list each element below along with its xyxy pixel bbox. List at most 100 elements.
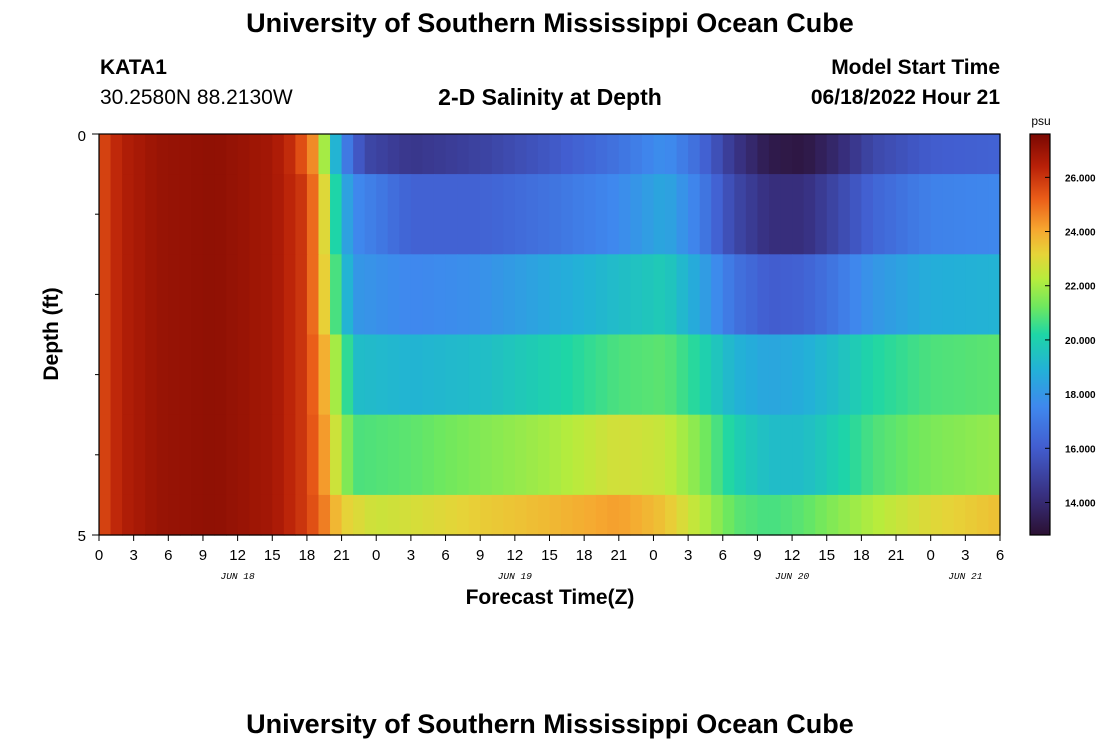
heatmap-cell xyxy=(988,414,1001,496)
heatmap-cell xyxy=(930,174,943,255)
heatmap-cells xyxy=(99,134,1001,536)
heatmap-cell xyxy=(260,134,273,175)
heatmap-cell xyxy=(688,334,701,416)
x-tick-label: 18 xyxy=(576,547,593,564)
x-tick-label: 12 xyxy=(507,547,524,564)
heatmap-cell xyxy=(826,174,839,255)
heatmap-cell xyxy=(503,494,516,536)
colorbar-tick-label: 22.000 xyxy=(1065,282,1096,293)
colorbar-tick-label: 20.000 xyxy=(1065,336,1096,347)
heatmap-cell xyxy=(734,174,747,255)
heatmap-cell xyxy=(364,494,377,536)
x-axis-title: Forecast Time(Z) xyxy=(466,586,635,609)
heatmap-cell xyxy=(884,174,897,255)
heatmap-cell xyxy=(503,334,516,416)
heatmap-cell xyxy=(861,254,874,336)
heatmap-cell xyxy=(110,414,123,496)
heatmap-cell xyxy=(295,334,308,416)
heatmap-cell xyxy=(399,334,412,416)
heatmap-cell xyxy=(872,134,886,175)
heatmap-cell xyxy=(122,174,135,255)
heatmap-cell xyxy=(872,254,886,336)
heatmap-cell xyxy=(607,494,620,536)
heatmap-cell xyxy=(641,254,655,336)
heatmap-cell xyxy=(387,494,400,536)
heatmap-cell xyxy=(330,494,343,536)
heatmap-cell xyxy=(561,174,574,255)
x-tick-label: 9 xyxy=(753,547,761,564)
heatmap-cell xyxy=(665,334,678,416)
heatmap-cell xyxy=(110,494,123,536)
heatmap-cell xyxy=(272,334,285,416)
heatmap-cell xyxy=(919,174,932,255)
heatmap-cell xyxy=(676,494,689,536)
heatmap-cell xyxy=(722,254,735,336)
heatmap-cell xyxy=(849,254,862,336)
heatmap-cell xyxy=(757,414,770,496)
heatmap-cell xyxy=(907,414,920,496)
heatmap-cell xyxy=(237,134,250,175)
heatmap-cell xyxy=(537,414,551,496)
heatmap-cell xyxy=(260,334,273,416)
heatmap-cell xyxy=(618,134,631,175)
heatmap-cell xyxy=(410,414,424,496)
heatmap-cell xyxy=(630,334,643,416)
heatmap-cell xyxy=(353,334,366,416)
heatmap-cell xyxy=(410,134,424,175)
heatmap-cell xyxy=(734,494,747,536)
heatmap-cell xyxy=(341,494,354,536)
y-tick-label: 5 xyxy=(78,528,86,545)
heatmap-cell xyxy=(330,414,343,496)
heatmap-cell xyxy=(919,134,932,175)
heatmap-cell xyxy=(896,414,909,496)
footer-title: University of Southern Mississippi Ocean… xyxy=(246,709,854,739)
heatmap-cell xyxy=(734,254,747,336)
heatmap-cell xyxy=(676,134,689,175)
heatmap-cell xyxy=(156,254,169,336)
heatmap-cell xyxy=(826,134,839,175)
heatmap-cell xyxy=(110,334,123,416)
heatmap-cell xyxy=(133,494,146,536)
heatmap-cell xyxy=(561,494,574,536)
heatmap-cell xyxy=(653,174,666,255)
x-tick-label: 6 xyxy=(996,547,1004,564)
heatmap-cell xyxy=(953,174,966,255)
heatmap-cell xyxy=(757,174,770,255)
heatmap-cell xyxy=(745,334,759,416)
heatmap-cell xyxy=(306,174,320,255)
x-tick-label: 21 xyxy=(888,547,905,564)
x-tick-label: 3 xyxy=(129,547,137,564)
heatmap-cell xyxy=(919,334,932,416)
colorbar-tick-label: 18.000 xyxy=(1065,390,1096,401)
heatmap-cell xyxy=(930,334,943,416)
heatmap-cell xyxy=(122,254,135,336)
heatmap-cell xyxy=(780,254,793,336)
heatmap-cell xyxy=(226,254,239,336)
heatmap-cell xyxy=(306,254,320,336)
heatmap-cell xyxy=(318,134,331,175)
heatmap-cell xyxy=(433,134,447,175)
heatmap-cell xyxy=(283,134,296,175)
heatmap-cell xyxy=(838,334,851,416)
heatmap-cell xyxy=(907,174,920,255)
heatmap-cell xyxy=(734,414,747,496)
heatmap-cell xyxy=(595,334,608,416)
heatmap-cell xyxy=(768,334,782,416)
heatmap-cell xyxy=(457,134,470,175)
heatmap-cell xyxy=(930,414,943,496)
heatmap-cell xyxy=(364,414,377,496)
heatmap-cell xyxy=(422,334,435,416)
heatmap-cell xyxy=(584,334,597,416)
x-tick-label: 12 xyxy=(784,547,801,564)
heatmap-cell xyxy=(942,254,955,336)
heatmap-cell xyxy=(330,334,343,416)
heatmap-cell xyxy=(503,134,516,175)
heatmap-cell xyxy=(711,494,724,536)
heatmap-cell xyxy=(665,494,678,536)
heatmap-cell xyxy=(780,414,793,496)
heatmap-cell xyxy=(399,254,412,336)
heatmap-cell xyxy=(699,494,712,536)
heatmap-cell xyxy=(849,134,862,175)
heatmap-cell xyxy=(838,134,851,175)
heatmap-cell xyxy=(260,174,273,255)
